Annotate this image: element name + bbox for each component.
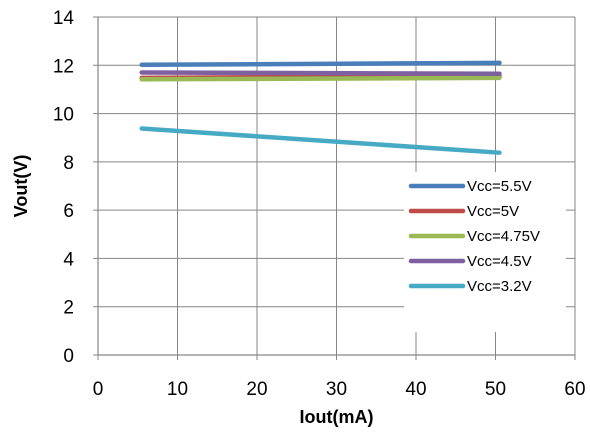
legend-label-2: Vcc=4.75V	[467, 228, 540, 245]
axes	[93, 16, 576, 360]
y-tick-label: 12	[53, 56, 74, 77]
legend-label-4: Vcc=3.2V	[467, 278, 532, 295]
legend-label-0: Vcc=5.5V	[467, 178, 532, 195]
x-axis-title: Iout(mA)	[300, 407, 374, 427]
y-tick-label: 4	[63, 249, 74, 270]
tick-labels: 0 2 4 6 8 10 12 14 0 10 20 30 40 50 60	[53, 8, 586, 400]
series-line-2	[139, 75, 502, 82]
series-line-3	[139, 70, 502, 76]
series-line-0	[139, 60, 502, 68]
y-tick-label: 10	[53, 105, 74, 126]
legend-label-3: Vcc=4.5V	[467, 253, 532, 270]
y-tick-label: 2	[63, 298, 74, 319]
legend-background	[404, 172, 566, 332]
legend: Vcc=5.5V Vcc=5V Vcc=4.75V Vcc=4.5V Vcc=3.2V	[404, 172, 566, 332]
y-tick-label: 8	[63, 153, 74, 174]
x-tick-label: 50	[485, 379, 506, 400]
x-tick-label: 20	[246, 379, 267, 400]
legend-label-1: Vcc=5V	[467, 203, 519, 220]
y-tick-label: 0	[63, 346, 74, 367]
y-axis-title: Vout(V)	[11, 155, 31, 218]
y-tick-label: 14	[53, 8, 75, 29]
series-lines	[139, 60, 502, 155]
x-tick-label: 40	[405, 379, 426, 400]
x-tick-label: 30	[326, 379, 347, 400]
x-tick-label: 10	[167, 379, 188, 400]
series-line-4	[139, 126, 502, 155]
x-tick-label: 0	[93, 379, 104, 400]
x-tick-label: 60	[564, 379, 585, 400]
y-tick-label: 6	[63, 201, 74, 222]
